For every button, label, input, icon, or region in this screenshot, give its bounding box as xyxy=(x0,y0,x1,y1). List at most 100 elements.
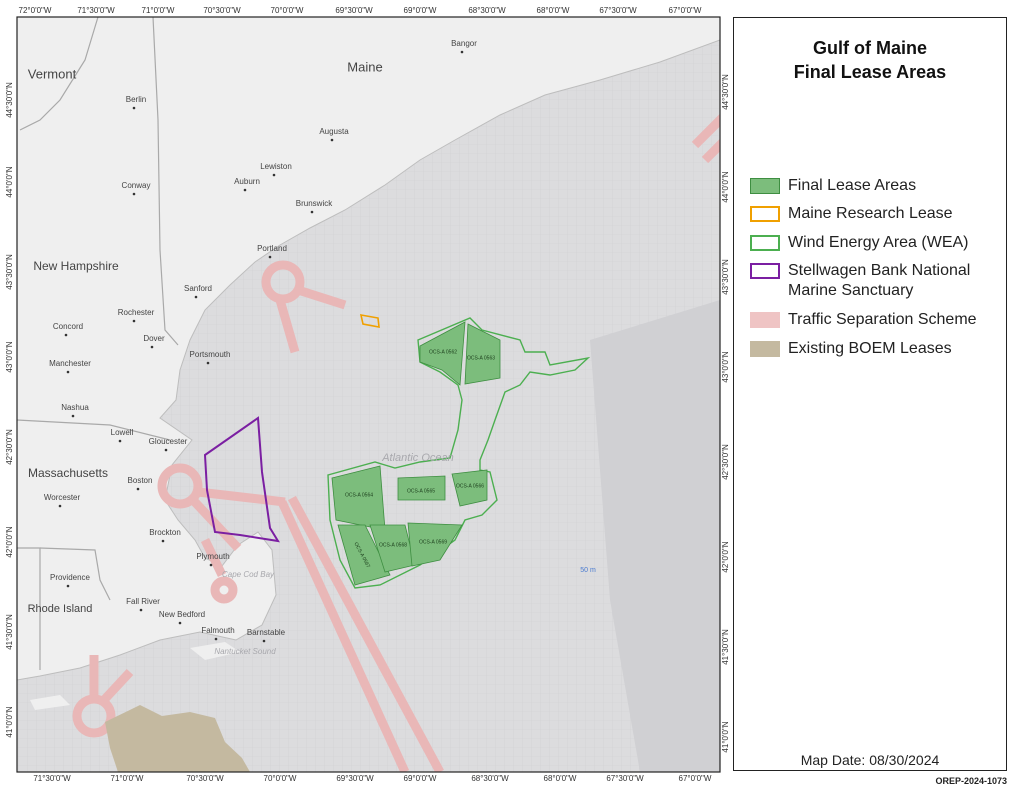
legend-swatch xyxy=(750,263,780,279)
latitude-label: 44°30'0"N xyxy=(721,74,730,110)
lease-label: OCS-A 0565 xyxy=(407,488,435,494)
latitude-label: 42°30'0"N xyxy=(5,429,14,465)
state-boundaries xyxy=(17,17,179,670)
place-label: Barnstable xyxy=(247,628,286,637)
place-label: Massachusetts xyxy=(28,466,108,480)
place-marker xyxy=(268,255,272,259)
longitude-label: 67°30'0"W xyxy=(606,774,644,783)
lease-area xyxy=(337,524,391,586)
place-marker xyxy=(460,50,464,54)
place-marker xyxy=(64,333,68,337)
legend-item: Maine Research Lease xyxy=(750,204,1003,224)
longitude-label: 67°0'0"W xyxy=(679,774,712,783)
longitude-label: 67°30'0"W xyxy=(599,6,637,15)
place-label: Dover xyxy=(143,334,165,343)
legend-label: Final Lease Areas xyxy=(788,177,917,194)
legend-swatch xyxy=(750,178,780,194)
latitude-label: 42°0'0"N xyxy=(5,526,14,557)
place-label: Providence xyxy=(50,573,91,582)
place-marker xyxy=(164,448,168,452)
place-marker xyxy=(310,210,314,214)
map-frame xyxy=(16,16,721,773)
place-label: New Hampshire xyxy=(33,259,119,273)
longitude-label: 70°0'0"W xyxy=(264,774,297,783)
sanctuary xyxy=(203,416,280,543)
place-label: Bangor xyxy=(451,39,477,48)
tss-circle xyxy=(210,576,238,604)
latitude-label: 41°0'0"N xyxy=(721,721,730,752)
longitude-label: 69°30'0"W xyxy=(336,774,374,783)
longitude-label: 71°0'0"W xyxy=(111,774,144,783)
place-label: Falmouth xyxy=(201,626,234,635)
place-label: Plymouth xyxy=(196,552,229,561)
legend-swatch xyxy=(750,312,780,328)
map-body xyxy=(17,17,720,772)
longitude-label: 71°0'0"W xyxy=(142,6,175,15)
lease-label: OCS-A 0563 xyxy=(467,355,495,361)
place-label: Cape Cod Bay xyxy=(222,570,275,579)
latitude-label: 41°0'0"N xyxy=(5,706,14,737)
longitude-label: 68°0'0"W xyxy=(537,6,570,15)
latitude-label: 42°30'0"N xyxy=(721,444,730,480)
place-label: Rhode Island xyxy=(28,603,93,615)
place-marker xyxy=(71,414,75,418)
place-label: 50 m xyxy=(580,567,596,574)
tss-circle xyxy=(72,694,116,738)
longitude-label: 71°30'0"W xyxy=(33,774,71,783)
legend-item: Traffic Separation Scheme xyxy=(750,310,1003,330)
research-lease xyxy=(359,314,380,328)
legend-label: Stellwagen Bank National Marine Sanctuar… xyxy=(788,262,971,299)
place-label: Gloucester xyxy=(149,437,188,446)
place-label: Portland xyxy=(257,244,287,253)
deep-water xyxy=(590,300,720,772)
lease-label: OCS-A 0569 xyxy=(419,539,447,545)
lease-label: OCS-A 0562 xyxy=(429,349,457,355)
place-label: Berlin xyxy=(126,95,146,104)
place-marker xyxy=(262,639,266,643)
longitude-label: 70°30'0"W xyxy=(186,774,224,783)
place-label: Conway xyxy=(122,181,151,190)
legend-label: Wind Energy Area (WEA) xyxy=(788,234,969,251)
boundary xyxy=(19,17,99,131)
boundary xyxy=(152,17,179,346)
wind-energy-area xyxy=(327,317,591,589)
map-date: Map Date: 08/30/2024 xyxy=(800,752,940,768)
place-label: Nashua xyxy=(61,403,89,412)
latitude-label: 43°0'0"N xyxy=(5,341,14,372)
place-label: Maine xyxy=(347,59,382,74)
tss-circle xyxy=(261,260,305,304)
place-label: Boston xyxy=(128,476,153,485)
place-label: Fall River xyxy=(126,597,160,606)
place-marker xyxy=(139,608,143,612)
place-marker xyxy=(132,319,136,323)
latitude-label: 43°30'0"N xyxy=(721,259,730,295)
longitude-label: 71°30'0"W xyxy=(77,6,115,15)
map-labels: 72°0'0"W 71°30'0"W 71°0'0"W 70°30'0"W 70°0'0… xyxy=(5,6,730,783)
place-label: Atlantic Ocean xyxy=(381,452,454,464)
latitude-label: 43°30'0"N xyxy=(5,254,14,290)
latitude-label: 43°0'0"N xyxy=(721,351,730,382)
latitude-label: 41°30'0"N xyxy=(5,614,14,650)
place-label: Lowell xyxy=(111,428,134,437)
place-label: Vermont xyxy=(28,66,77,81)
legend-label: Traffic Separation Scheme xyxy=(788,311,977,328)
lease-area xyxy=(407,522,463,567)
place-label: Auburn xyxy=(234,177,260,186)
place-label: New Bedford xyxy=(159,610,205,619)
place-label: Augusta xyxy=(319,127,349,136)
legend-item: Stellwagen Bank National Marine Sanctuar… xyxy=(750,261,1003,301)
lease-label: OCS-A 0568 xyxy=(379,542,407,548)
longitude-label: 68°30'0"W xyxy=(468,6,506,15)
place-marker xyxy=(118,439,122,443)
place-marker xyxy=(150,345,154,349)
place-marker xyxy=(272,173,276,177)
legend-swatch xyxy=(750,206,780,222)
place-marker xyxy=(206,361,210,365)
legend-item: Final Lease Areas xyxy=(750,176,1003,196)
longitude-label: 69°0'0"W xyxy=(404,774,437,783)
document-id: OREP-2024-1073 xyxy=(935,776,1007,786)
place-marker xyxy=(243,188,247,192)
place-label: Sanford xyxy=(184,284,212,293)
place-marker xyxy=(194,295,198,299)
